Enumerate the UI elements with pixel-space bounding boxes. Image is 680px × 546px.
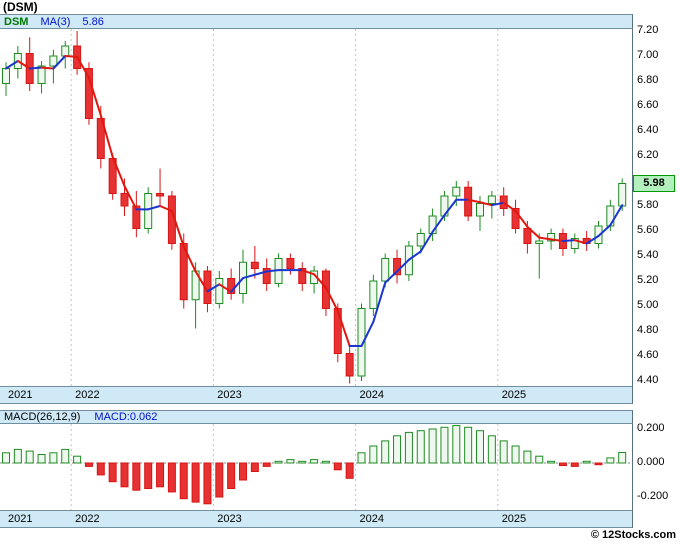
price-axis-label: 6.40 — [637, 124, 659, 136]
year-label: 2022 — [75, 513, 100, 525]
year-label: 2025 — [501, 513, 527, 525]
price-axis-label: 4.60 — [637, 349, 659, 361]
macd-value: MACD:0.062 — [94, 411, 158, 423]
macd-axis-label: 0.200 — [637, 422, 665, 434]
price-axis-label: 7.20 — [637, 24, 659, 36]
ma-value: 5.86 — [82, 15, 104, 28]
year-label: 2023 — [217, 513, 242, 525]
macd-x-axis: 2021 2022 2023 2024 2025 — [0, 510, 633, 528]
price-axis-label: 6.20 — [637, 149, 659, 161]
year-label: 2024 — [359, 389, 384, 401]
macd-label: MACD(26,12,9) — [4, 411, 81, 423]
ma-label: MA(3) — [40, 15, 71, 28]
macd-chart-pane — [0, 424, 633, 510]
macd-axis-label: 0.000 — [637, 456, 665, 468]
series-label: DSM — [4, 15, 29, 28]
price-axis-label: 4.80 — [637, 324, 659, 336]
current-price-badge: 5.98 — [633, 174, 675, 192]
price-legend-bar: DSM MA(3) 5.86 — [0, 14, 633, 29]
price-axis-label: 7.00 — [637, 49, 659, 61]
price-axis-label: 5.20 — [637, 274, 659, 286]
price-axis-label: 5.60 — [637, 224, 659, 236]
year-label: 2021 — [8, 513, 33, 525]
price-axis-column: 5.98 7.207.006.806.606.406.206.005.805.6… — [633, 0, 680, 546]
price-axis-label: 4.40 — [637, 374, 659, 386]
year-label: 2022 — [75, 389, 100, 401]
candlestick-chart — [2, 29, 627, 386]
price-x-axis: 2021 2022 2023 2024 2025 — [0, 386, 633, 404]
year-label: 2021 — [8, 389, 33, 401]
year-label: 2023 — [217, 389, 242, 401]
price-axis-label: 6.80 — [637, 74, 659, 86]
price-axis-label: 6.60 — [637, 99, 659, 111]
year-label: 2024 — [359, 513, 384, 525]
price-chart-pane — [0, 29, 633, 386]
macd-axis-label: -0.200 — [637, 490, 669, 502]
year-label: 2025 — [501, 389, 527, 401]
price-axis-label: 5.40 — [637, 249, 659, 261]
macd-histogram — [0, 424, 632, 510]
page-title: (DSM) — [3, 0, 38, 14]
price-axis-label: 5.00 — [637, 299, 659, 311]
price-axis-label: 5.80 — [637, 199, 659, 211]
macd-legend-bar: MACD(26,12,9) MACD:0.062 — [0, 410, 633, 424]
copyright-watermark: © 12Stocks.com — [590, 529, 676, 541]
